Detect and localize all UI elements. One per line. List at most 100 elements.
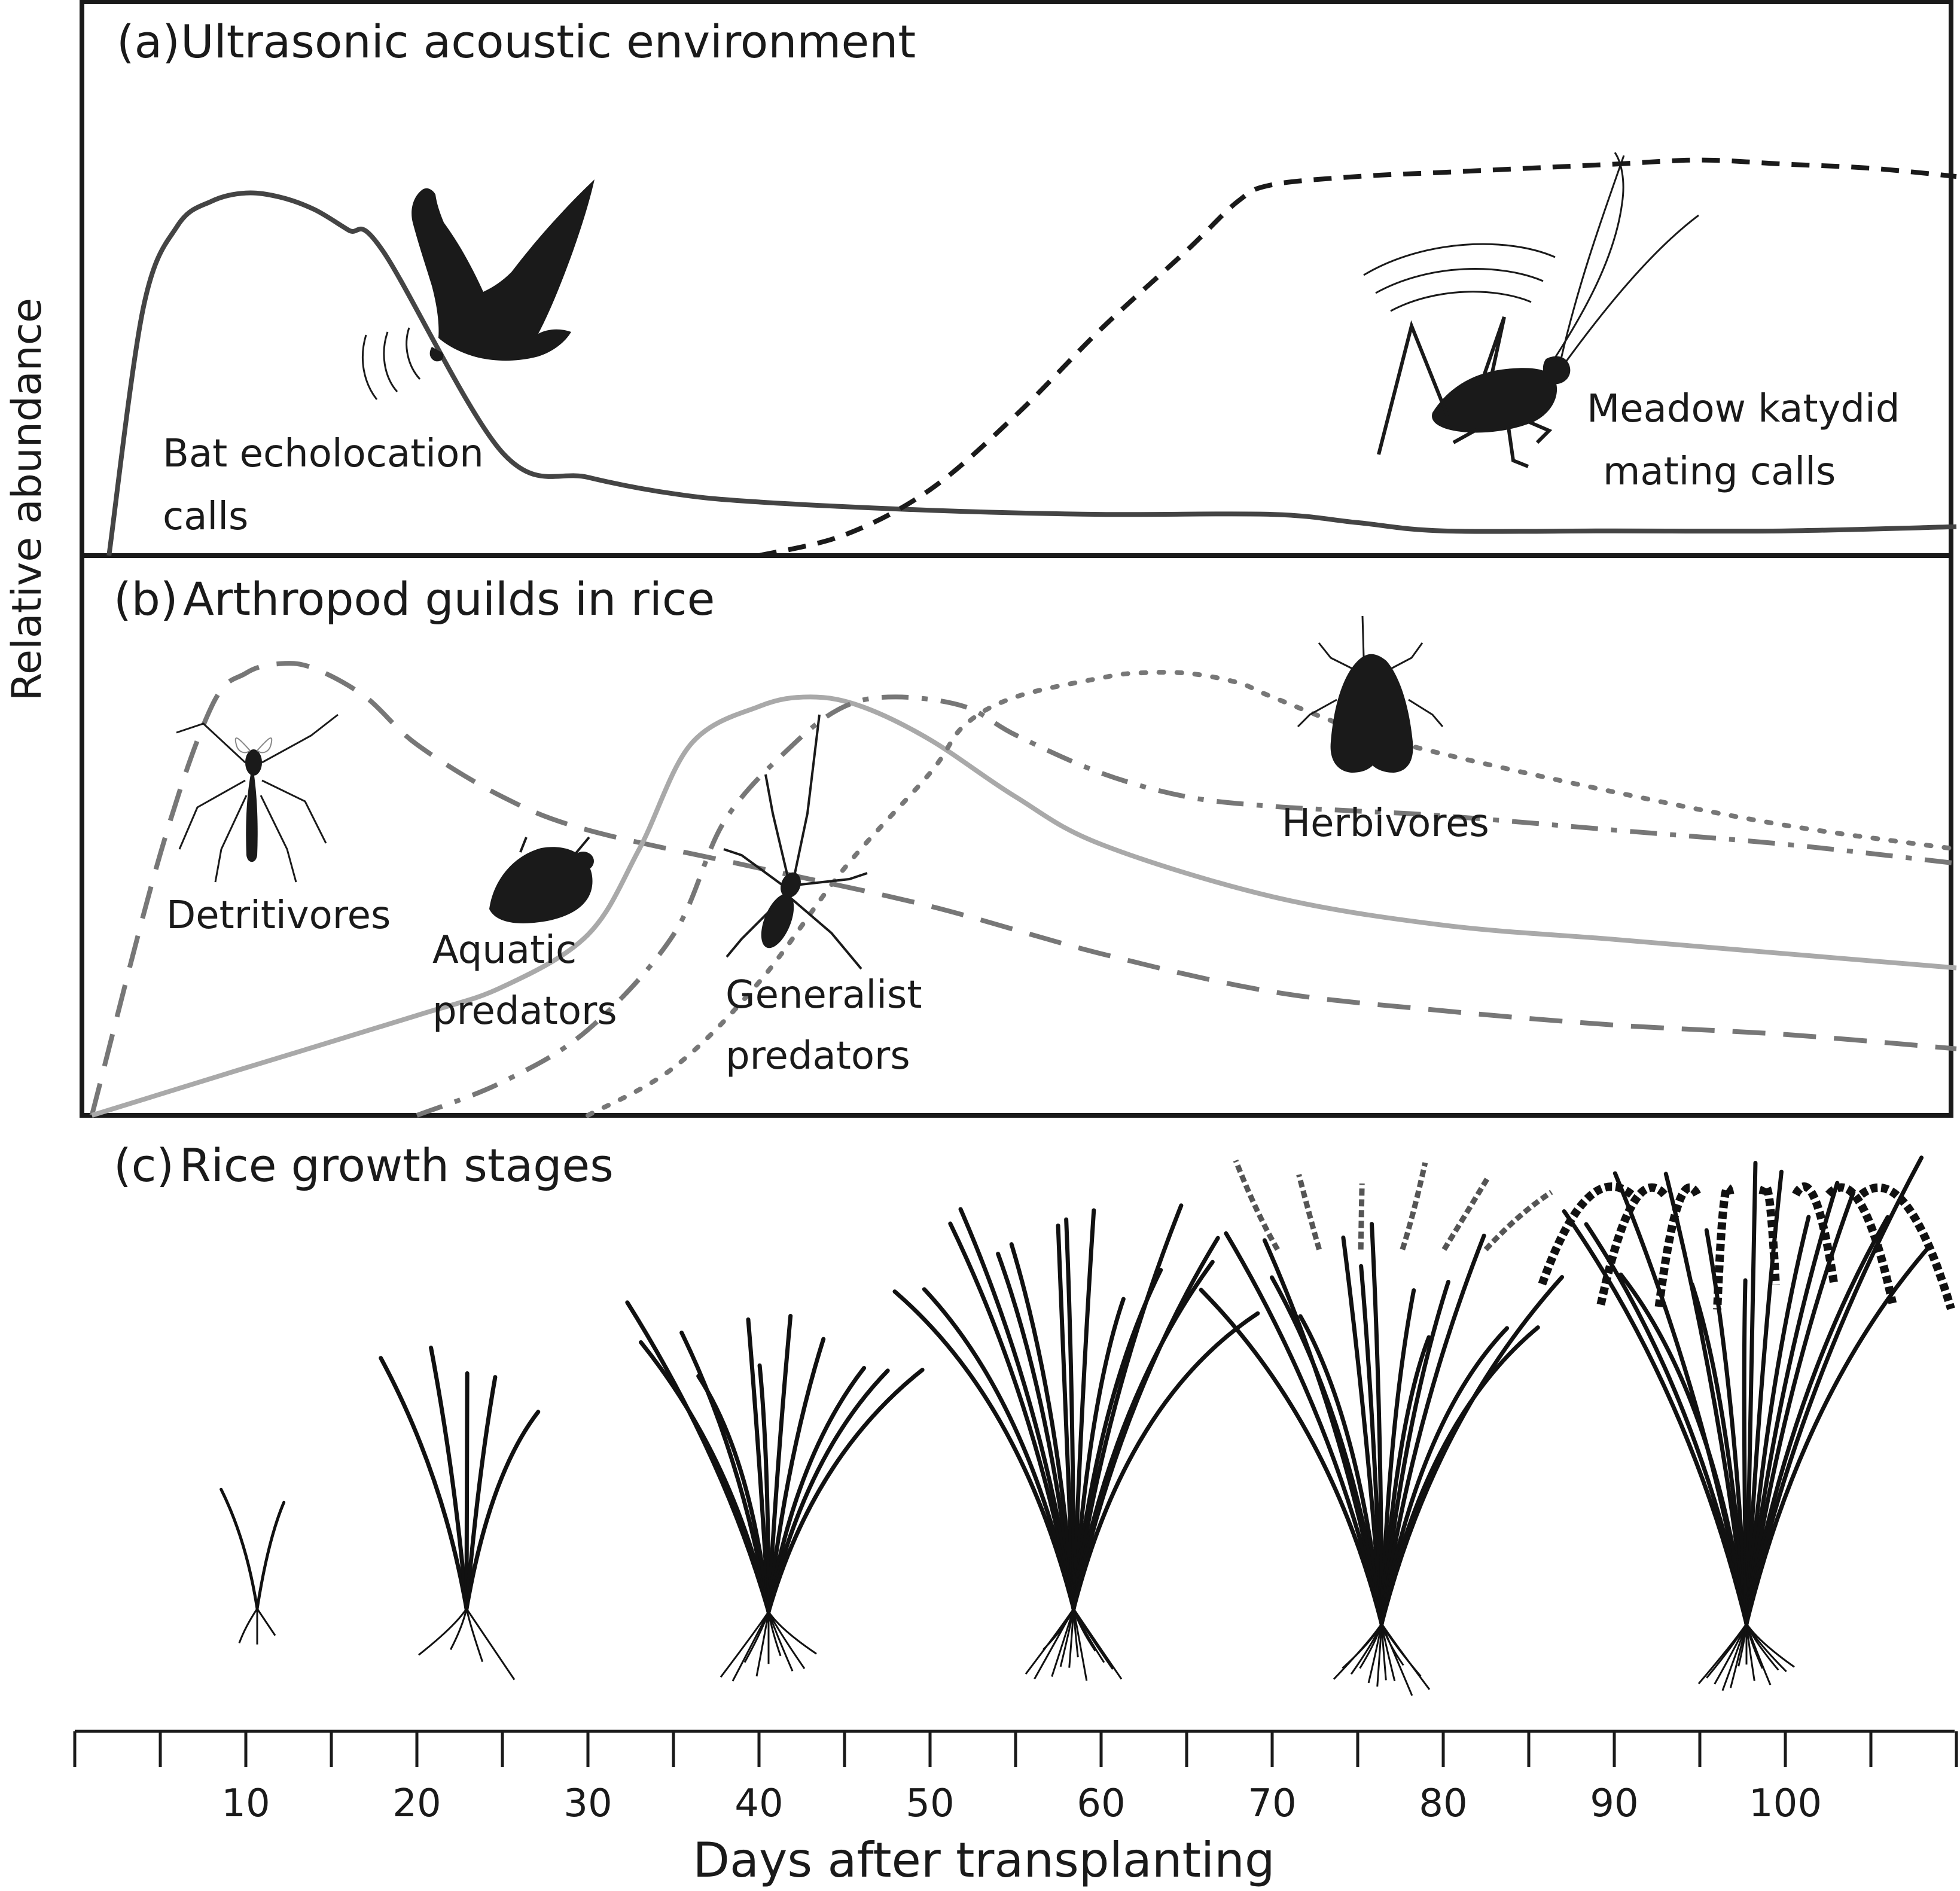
rice-root [238, 1608, 258, 1644]
rice-leaf [948, 1221, 1076, 1611]
x-tick-label: 90 [1590, 1782, 1638, 1826]
panel-b-title: Arthropod guilds in rice [183, 572, 715, 626]
rice-leaf [1379, 1274, 1565, 1626]
rice-leaf [1071, 1236, 1220, 1611]
x-tick-label: 40 [734, 1782, 783, 1826]
rice-plants [220, 1155, 1955, 1696]
rice-panicle [1654, 1183, 1701, 1309]
rice-panicle [1758, 1182, 1780, 1285]
rice-leaf [625, 1300, 771, 1614]
rice-leaf [1009, 1242, 1076, 1611]
rice-leaf [379, 1356, 469, 1611]
panel-a-title: Ultrasonic acoustic environment [181, 15, 916, 68]
rice-panicle [1538, 1182, 1635, 1286]
rice-root [256, 1608, 276, 1636]
katydid-icon [1363, 152, 1699, 468]
x-tick-label: 60 [1077, 1782, 1125, 1826]
rice-leaf [766, 1366, 867, 1614]
rice-leaf [1562, 1209, 1749, 1626]
panel-c-label: (c) [114, 1139, 174, 1192]
rice-plant-stage-3 [625, 1300, 925, 1682]
rice-leaf [1690, 1282, 1749, 1626]
series-line-aquatic-predators [91, 694, 1957, 1118]
rice-leaf [766, 1337, 826, 1614]
rice-leaf [1742, 1278, 1749, 1626]
mosquito-icon [176, 713, 339, 883]
rice-plant-stage-5 [1199, 1159, 1565, 1696]
series-line-detritivores [89, 661, 1957, 1117]
rice-plant-stage-2 [379, 1346, 541, 1680]
rice-leaf [1744, 1215, 1811, 1626]
generalist-predators-line2: predators [726, 1034, 910, 1078]
x-tick-label: 20 [392, 1782, 441, 1826]
rice-leaf [1379, 1280, 1450, 1626]
rice-leaf [1379, 1233, 1486, 1626]
rice-leaf [1744, 1215, 1890, 1626]
series-line-bat-echolocation-calls [106, 190, 1957, 556]
spider-icon [723, 714, 868, 970]
panel-b-label: (b) [114, 572, 178, 626]
rice-panicle [1792, 1182, 1839, 1286]
rice-leaf [1584, 1222, 1749, 1626]
panel-b-frame [80, 553, 1953, 1118]
bat-icon [362, 179, 595, 400]
rice-leaf [464, 1410, 541, 1611]
moth-icon [1297, 615, 1444, 773]
rice-root [1333, 1623, 1383, 1680]
rice-panicle [1358, 1183, 1365, 1250]
detritivores-label: Detritivores [166, 893, 391, 938]
rice-leaf [757, 1363, 771, 1614]
rice-leaf [1071, 1311, 1260, 1611]
x-tick-label: 70 [1248, 1782, 1296, 1826]
generalist-predators-line1: Generalist [726, 973, 922, 1017]
rice-leaf [996, 1252, 1076, 1611]
rice-leaf [679, 1330, 771, 1614]
rice-leaf [892, 1289, 1076, 1611]
rice-root [767, 1611, 794, 1672]
x-tick-label: 10 [221, 1782, 270, 1826]
rice-leaf [746, 1317, 771, 1614]
rice-root [1380, 1623, 1431, 1690]
rice-root [418, 1608, 468, 1656]
rice-root [767, 1611, 806, 1669]
katydid-annotation-line1: Meadow katydid [1587, 387, 1900, 431]
rice-panicle [1441, 1175, 1491, 1251]
x-tick-label: 50 [906, 1782, 954, 1826]
beetle-icon [489, 836, 594, 923]
rice-leaf [1744, 1161, 1758, 1626]
rice-leaf [1224, 1231, 1384, 1626]
rice-leaf [1744, 1181, 1840, 1626]
rice-leaf [429, 1346, 469, 1611]
rice-panicle [1233, 1159, 1280, 1251]
series-line-generalist-predators [416, 694, 1957, 1118]
x-tick-label: 30 [563, 1782, 612, 1826]
rice-leaf [696, 1374, 771, 1614]
rice-leaf [766, 1368, 925, 1614]
series-layer [89, 157, 1959, 1118]
rice-leaf [1071, 1297, 1126, 1611]
rice-panicle [1400, 1162, 1428, 1250]
rice-leaf [1379, 1326, 1510, 1626]
rice-panicle [1296, 1173, 1322, 1250]
rice-root [465, 1608, 484, 1663]
x-axis-label: Days after transplanting [693, 1832, 1275, 1888]
rice-leaf [1341, 1235, 1384, 1626]
bat-annotation-line2: calls [163, 495, 248, 539]
rice-root [450, 1608, 468, 1651]
rice-leaf [1064, 1217, 1076, 1611]
rice-panicle [1596, 1183, 1668, 1308]
herbivores-label: Herbivores [1282, 801, 1489, 846]
rice-leaf [766, 1313, 793, 1614]
rice-root [465, 1608, 516, 1680]
rice-leaf [1618, 1272, 1749, 1626]
bat-annotation-line1: Bat echolocation [163, 432, 484, 476]
x-tick-label: 100 [1749, 1782, 1822, 1826]
rice-panicle [1825, 1183, 1897, 1304]
rice-leaf [1744, 1190, 1856, 1626]
rice-root [720, 1611, 770, 1678]
katydid-annotation-line2: mating calls [1603, 450, 1836, 494]
rice-root [1745, 1623, 1795, 1668]
rice-plant-stage-4 [892, 1203, 1260, 1681]
rice-panicle [1713, 1183, 1735, 1310]
series-line-meadow-katydid-mating-calls [758, 157, 1957, 558]
